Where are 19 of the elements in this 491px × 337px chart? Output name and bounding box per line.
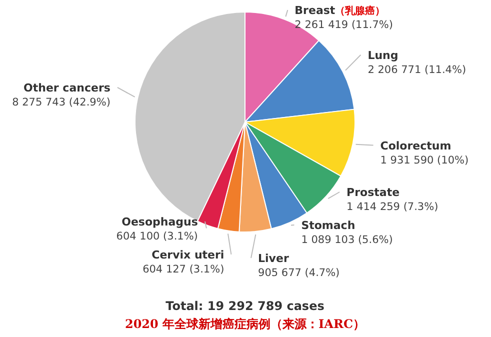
text: 2020 年全球新增癌症病例（来源：IARC） bbox=[124, 317, 366, 331]
slice-label: Lung bbox=[368, 48, 398, 62]
data-label: 604 100 (3.1%) bbox=[116, 230, 198, 242]
slice-label: Prostate bbox=[346, 186, 400, 199]
slice-label: Cervix uteri bbox=[152, 248, 224, 262]
data-label: 604 127 (3.1%) bbox=[142, 263, 224, 276]
data-label: 2 206 771 (11.4%) bbox=[368, 64, 466, 76]
slice-label: Oesophagus bbox=[122, 215, 198, 228]
data-label: 1 089 103 (5.6%) bbox=[301, 234, 393, 246]
slice-label: Stomach bbox=[301, 219, 356, 232]
slice-label: Breast（乳腺癌） bbox=[294, 4, 386, 17]
slice-label: Other cancers bbox=[24, 81, 111, 94]
data-label: 1 931 590 (10%) bbox=[380, 154, 469, 166]
data-label: 8 275 743 (42.9%) bbox=[12, 96, 110, 108]
slice-label: Liver bbox=[258, 252, 290, 265]
data-label: 905 677 (4.7%) bbox=[258, 267, 340, 279]
slice-label: Colorectum bbox=[380, 139, 452, 152]
text: Total: 19 292 789 cases bbox=[166, 299, 324, 313]
data-label: 1 414 259 (7.3%) bbox=[346, 201, 438, 213]
